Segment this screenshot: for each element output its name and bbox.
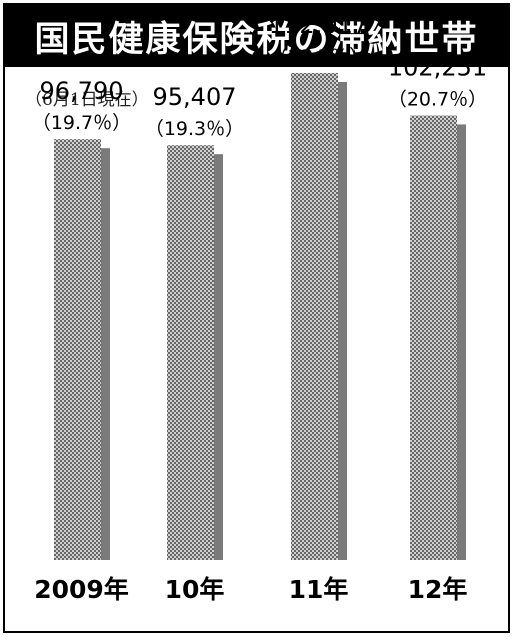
bar: [167, 145, 214, 560]
category-label: 12年: [408, 575, 468, 604]
value-label: 102,251: [388, 53, 487, 81]
value-label: 95,407: [153, 83, 237, 111]
bar: [410, 115, 457, 561]
percent-label: （19.3％）: [145, 118, 244, 140]
bar: [291, 72, 338, 560]
category-label: 11年: [289, 575, 349, 604]
category-label: 2009年: [34, 575, 129, 604]
date-note: （6月1日現在）: [25, 90, 149, 110]
category-label: 10年: [165, 575, 225, 604]
percent-label: （19.7％）: [32, 112, 131, 134]
value-label: 96,790: [40, 77, 124, 105]
chart-title: 国民健康保険税の滞納世帯: [34, 19, 479, 60]
percent-label: （22.7％）: [269, 46, 368, 68]
bar: [54, 139, 101, 560]
value-label: 112,017: [269, 11, 368, 39]
percent-label: （20.7％）: [388, 88, 487, 110]
title-bar: 国民健康保険税の滞納世帯: [5, 5, 508, 67]
